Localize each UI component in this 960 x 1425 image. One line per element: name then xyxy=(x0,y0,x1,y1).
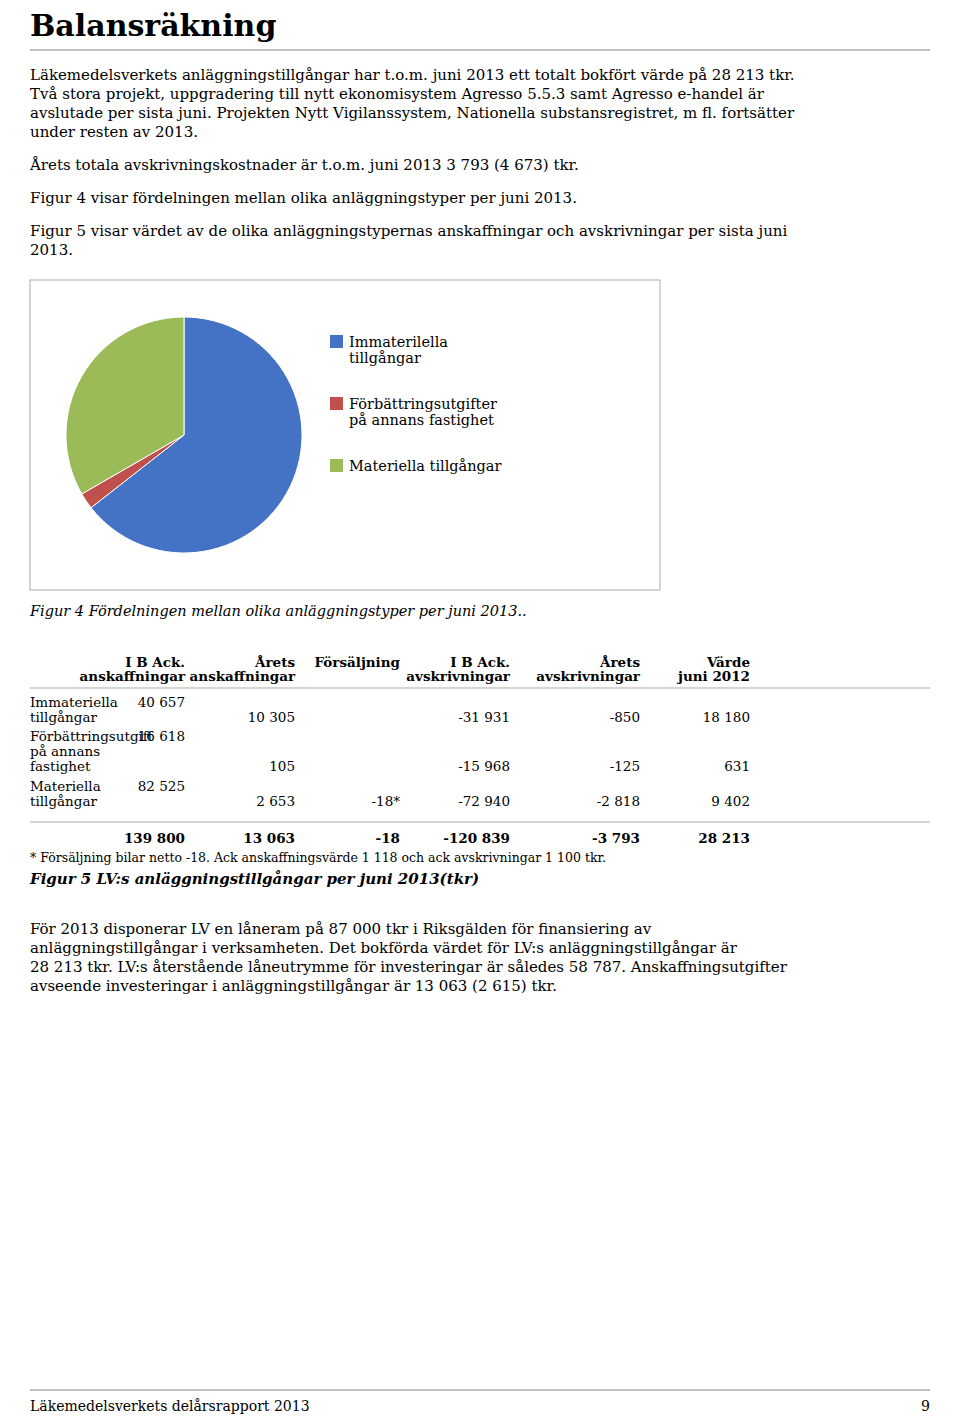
title: Balansräkning xyxy=(30,8,276,43)
table-header: juni 2012 xyxy=(677,668,750,684)
chart-caption: Figur 4 Fördelningen mellan olika anlägg… xyxy=(29,603,527,619)
page: Balansräkning Läkemedelsverkets anläggnin… xyxy=(0,0,960,1425)
body-text: Två stora projekt, uppgradering till nyt… xyxy=(30,85,765,103)
table-total: -3 793 xyxy=(592,830,640,846)
body-text: avslutade per sista juni. Projekten Nytt… xyxy=(30,104,795,122)
table-cell: -850 xyxy=(610,709,640,725)
table-header: Försäljning xyxy=(314,654,400,670)
chart-frame xyxy=(30,280,660,590)
table-footnote: * Försäljning bilar netto -18. Ack anska… xyxy=(30,850,606,865)
legend-entry: Förbättringsutgifterpå annans fastighet xyxy=(349,396,497,428)
body-text: 28 213 tkr. LV:s återstående låneutrymme… xyxy=(30,958,788,976)
table-cell: 631 xyxy=(724,758,750,774)
table-cell: -31 931 xyxy=(458,709,510,725)
table-cell: 2 653 xyxy=(256,793,295,809)
table-cell: 10 305 xyxy=(248,709,295,725)
body-text: 2013. xyxy=(30,241,73,259)
legend-swatch xyxy=(330,459,343,472)
table-cell: 40 657 xyxy=(138,694,185,710)
body-text: Läkemedelsverkets anläggningstillgångar … xyxy=(30,66,795,84)
body-text: anläggningstillgångar i verksamheten. De… xyxy=(30,939,738,957)
table-cell: 16 618 xyxy=(138,728,185,744)
table-row-label: Materiellatillgångar xyxy=(30,778,101,809)
table-cell: -2 818 xyxy=(597,793,640,809)
legend-entry: Materiella tillgångar xyxy=(349,458,502,474)
table-total: 139 800 xyxy=(124,830,185,846)
table-rule xyxy=(30,688,930,689)
table-cell: -125 xyxy=(610,758,640,774)
table-header: avskrivningar xyxy=(536,668,641,684)
table-rule xyxy=(30,822,930,823)
legend-entry: Immaterilellatillgångar xyxy=(349,334,448,366)
pie-slice xyxy=(66,317,184,494)
table-cell: 18 180 xyxy=(703,709,750,725)
table-row-label: Immateriellatillgångar xyxy=(30,694,118,725)
table-cell: -15 968 xyxy=(458,758,510,774)
table-total: -120 839 xyxy=(443,830,510,846)
table-total: 13 063 xyxy=(243,830,295,846)
table-cell: 82 525 xyxy=(138,778,185,794)
table-total: 28 213 xyxy=(698,830,750,846)
table-caption: Figur 5 LV:s anläggningstillgångar per j… xyxy=(29,870,479,888)
table-cell: 9 402 xyxy=(711,793,750,809)
table-cell: -72 940 xyxy=(458,793,510,809)
body-text: under resten av 2013. xyxy=(30,123,198,141)
table-header: anskaffningar xyxy=(190,668,296,684)
legend-swatch xyxy=(330,335,343,348)
table-header: avskrivningar xyxy=(406,668,511,684)
table-total: -18 xyxy=(376,830,400,846)
footer-right: 9 xyxy=(921,1398,930,1414)
title-rule xyxy=(30,50,930,51)
body-text: Figur 5 visar värdet av de olika anläggn… xyxy=(30,222,787,240)
body-text: För 2013 disponerar LV en låneram på 87 … xyxy=(30,920,652,938)
footer-left: Läkemedelsverkets delårsrapport 2013 xyxy=(30,1398,310,1414)
table-cell: 105 xyxy=(269,758,295,774)
background xyxy=(0,0,960,1425)
body-text: avseende investeringar i anläggningstill… xyxy=(30,977,557,995)
body-text: Figur 4 visar fördelningen mellan olika … xyxy=(30,189,577,207)
table-row-label: Förbättringsutgiftpå annansfastighet xyxy=(30,728,154,774)
legend-swatch xyxy=(330,397,343,410)
footer-rule xyxy=(30,1390,930,1391)
pie xyxy=(66,317,302,553)
body-text: Årets totala avskrivningskostnader är t.… xyxy=(29,156,579,174)
table-cell: -18* xyxy=(372,793,401,809)
table-header: anskaffningar xyxy=(80,668,186,684)
